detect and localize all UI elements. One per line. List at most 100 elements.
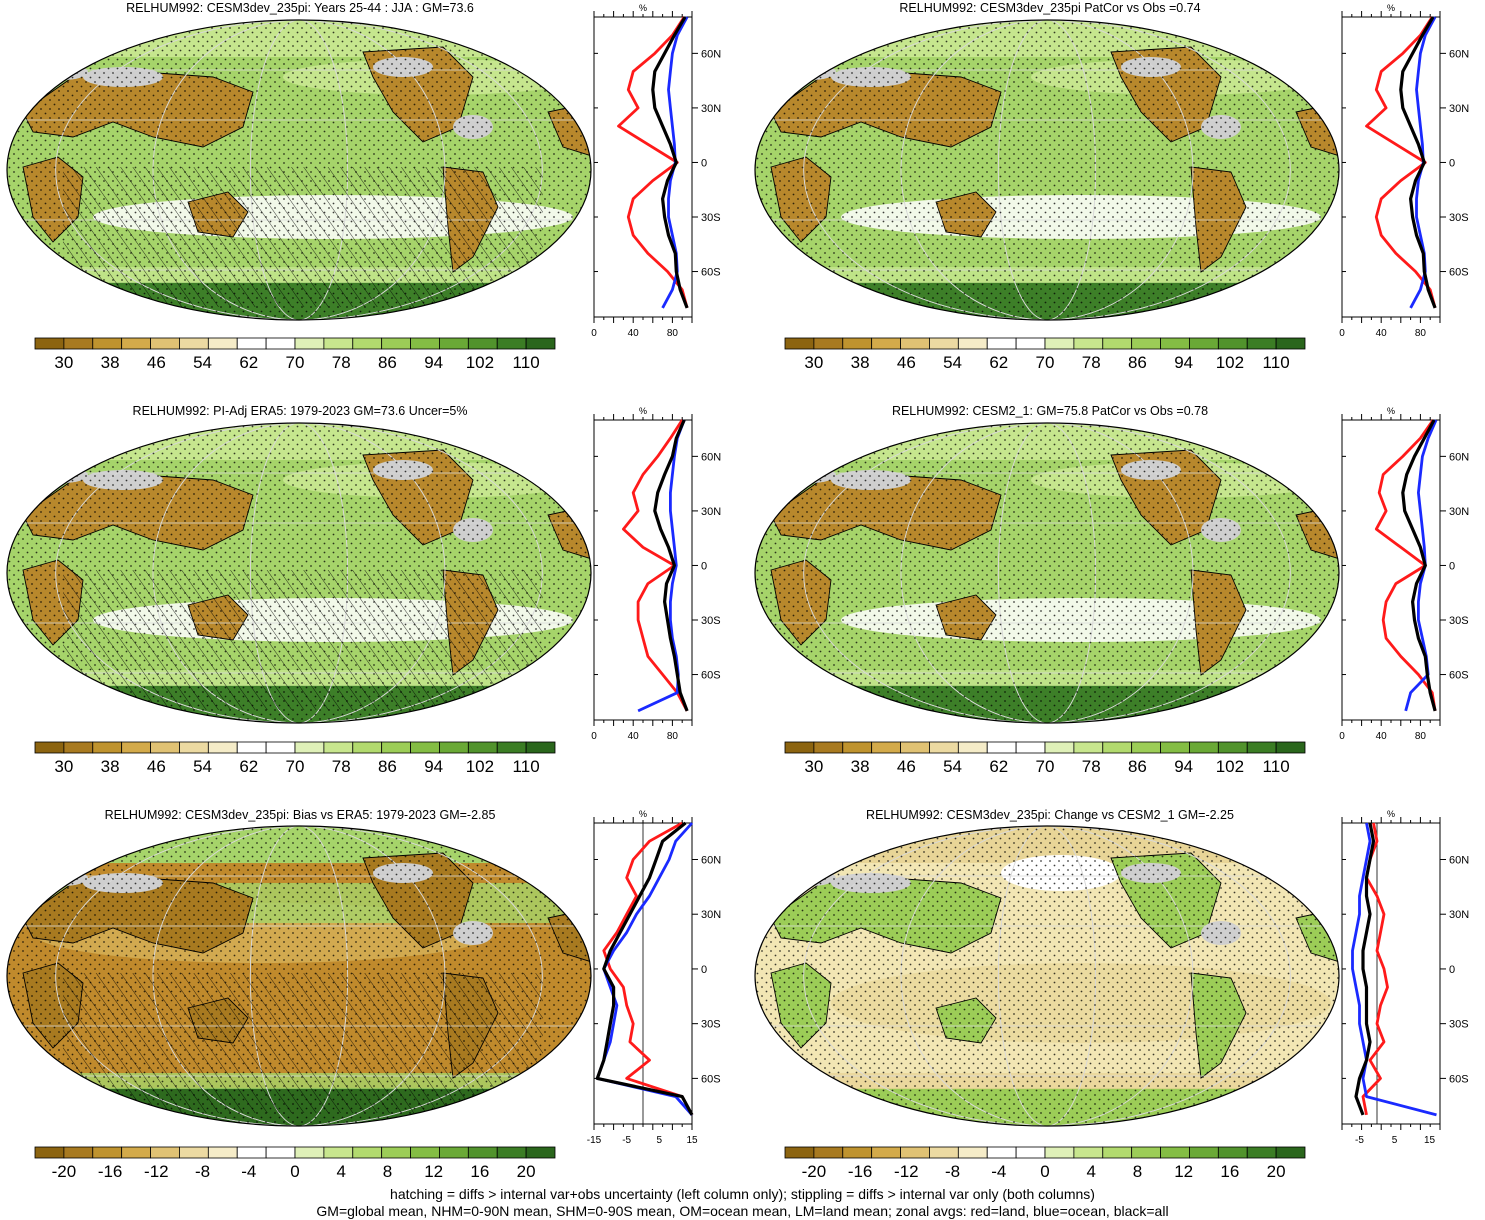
colorbar-label: -20 xyxy=(52,1162,77,1181)
colorbar-label: 102 xyxy=(466,757,494,776)
world-map xyxy=(6,422,592,724)
colorbar-swatch xyxy=(236,741,267,754)
lat-tick-label: 0 xyxy=(701,560,707,572)
colorbar-label: 94 xyxy=(424,757,443,776)
colorbar-swatch xyxy=(784,337,815,350)
colorbar-swatch xyxy=(439,1146,469,1159)
lat-tick-label: 30S xyxy=(701,212,721,224)
colorbar-label: 30 xyxy=(54,353,73,372)
zonal-mean-plot: % 60N 30N 0 30S 60S 0 40 80 xyxy=(591,3,721,339)
lat-tick-label: 30S xyxy=(1449,615,1469,627)
colorbar-swatch xyxy=(929,337,959,350)
colorbar-label: 78 xyxy=(1082,757,1101,776)
x-tick-label: 80 xyxy=(667,731,679,742)
colorbar-label: 86 xyxy=(378,353,397,372)
colorbar-swatch xyxy=(1044,337,1075,350)
lat-tick-label: 30N xyxy=(701,103,721,115)
zonal-series-all xyxy=(653,419,689,712)
colorbar-label: 46 xyxy=(147,757,166,776)
colorbar-swatch xyxy=(410,337,440,350)
colorbar-swatch xyxy=(1073,1146,1104,1159)
colorbar-label: 30 xyxy=(804,353,823,372)
colorbar-label: 110 xyxy=(513,757,540,776)
lat-tick-label: 60N xyxy=(1449,48,1469,60)
colorbar-swatch xyxy=(496,1146,527,1159)
colorbar-label: 16 xyxy=(470,1162,489,1181)
colorbar-swatch xyxy=(1217,1146,1248,1159)
lat-tick-label: 60S xyxy=(1449,1073,1469,1085)
lat-tick-label: 30N xyxy=(1449,103,1469,115)
colorbar: 30 38 46 54 62 70 78 86 94 102 110 xyxy=(34,741,556,776)
colorbar-label: -16 xyxy=(848,1162,873,1181)
colorbar-swatch xyxy=(1189,741,1219,754)
colorbar-label: 78 xyxy=(332,757,351,776)
world-map xyxy=(754,19,1340,321)
colorbar-swatch xyxy=(410,1146,440,1159)
colorbar: -20 -16 -12 -8 -4 0 4 8 12 16 20 xyxy=(784,1146,1306,1181)
colorbar-label: 38 xyxy=(101,353,120,372)
lat-tick-label: 0 xyxy=(1449,157,1455,169)
zonal-mean-plot: % 60N 30N 0 30S 60S 0 40 80 xyxy=(1339,406,1469,742)
colorbar-swatch xyxy=(381,741,411,754)
zonal-mean-plot: % 60N 30N 0 30S 60S 0 40 80 xyxy=(1339,3,1469,339)
lat-tick-label: 60N xyxy=(701,48,721,60)
colorbar-swatch xyxy=(1160,337,1190,350)
footer-line-hatching: hatching = diffs > internal var+obs unce… xyxy=(390,1186,1095,1202)
colorbar-label: 0 xyxy=(290,1162,299,1181)
colorbar-label: 70 xyxy=(286,353,305,372)
colorbar-label: -16 xyxy=(98,1162,123,1181)
colorbar-swatch xyxy=(92,741,123,754)
colorbar-swatch xyxy=(900,741,930,754)
x-tick-label: -15 xyxy=(587,1135,602,1146)
colorbar: 30 38 46 54 62 70 78 86 94 102 110 xyxy=(784,337,1306,372)
colorbar-swatch xyxy=(1131,741,1161,754)
colorbar-swatch xyxy=(121,1146,151,1159)
colorbar-swatch xyxy=(496,741,527,754)
colorbar-swatch xyxy=(294,1146,325,1159)
world-map xyxy=(754,825,1340,1127)
colorbar-swatch xyxy=(900,1146,930,1159)
colorbar-swatch xyxy=(1160,741,1190,754)
lat-tick-label: 30N xyxy=(701,506,721,518)
colorbar-swatch xyxy=(525,337,556,350)
zonal-series-ocean xyxy=(1351,822,1437,1117)
colorbar-swatch xyxy=(265,337,296,350)
world-map xyxy=(754,422,1340,724)
colorbar-swatch xyxy=(1246,741,1277,754)
colorbar-label: 20 xyxy=(1267,1162,1286,1181)
x-tick-label: -5 xyxy=(622,1135,631,1146)
colorbar-swatch xyxy=(92,1146,123,1159)
colorbar-swatch xyxy=(381,337,411,350)
colorbar-swatch xyxy=(1073,337,1104,350)
x-tick-label: 40 xyxy=(1376,731,1388,742)
colorbar-label: 62 xyxy=(989,757,1008,776)
colorbar-label: 38 xyxy=(101,757,120,776)
colorbar-swatch xyxy=(207,741,238,754)
colorbar-swatch xyxy=(842,741,873,754)
colorbar-swatch xyxy=(929,1146,959,1159)
colorbar-label: 54 xyxy=(193,757,212,776)
colorbar-swatch xyxy=(352,337,383,350)
x-tick-label: 5 xyxy=(657,1135,663,1146)
lat-tick-label: 0 xyxy=(701,157,707,169)
lat-tick-label: 60N xyxy=(1449,854,1469,866)
colorbar: -20 -16 -12 -8 -4 0 4 8 12 16 20 xyxy=(34,1146,556,1181)
colorbar-swatch xyxy=(1275,337,1306,350)
lat-tick-label: 60S xyxy=(701,267,721,279)
colorbar-swatch xyxy=(957,741,988,754)
colorbar-swatch xyxy=(900,337,930,350)
colorbar-swatch xyxy=(784,741,815,754)
colorbar-swatch xyxy=(1275,741,1306,754)
colorbar-label: 20 xyxy=(517,1162,536,1181)
colorbar-swatch xyxy=(294,741,325,754)
lat-tick-label: 0 xyxy=(701,964,707,976)
lat-tick-label: 0 xyxy=(1449,964,1455,976)
x-tick-label: 0 xyxy=(1339,731,1345,742)
colorbar-label: 110 xyxy=(513,353,540,372)
colorbar-swatch xyxy=(1044,741,1075,754)
colorbar-label: 78 xyxy=(332,353,351,372)
colorbar-swatch xyxy=(986,1146,1017,1159)
colorbar-swatch xyxy=(63,1146,94,1159)
colorbar-label: 4 xyxy=(336,1162,345,1181)
colorbar-label: 30 xyxy=(804,757,823,776)
